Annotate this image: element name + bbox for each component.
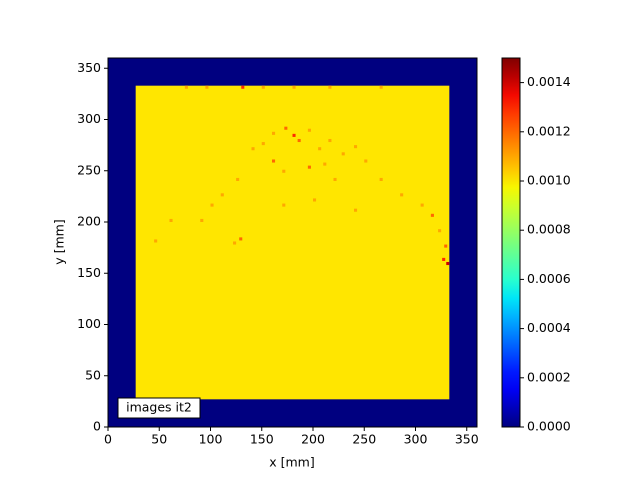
heatmap-cell <box>236 177 240 181</box>
heatmap-cell <box>261 142 265 146</box>
heatmap-cell <box>233 241 237 245</box>
y-tick-label: 300 <box>77 111 101 126</box>
heatmap-cell <box>241 85 245 89</box>
annotation-text: images it2 <box>126 400 192 415</box>
heatmap-cell <box>292 85 296 89</box>
heatmap-cell <box>430 213 434 217</box>
x-axis-label: x [mm] <box>269 455 314 470</box>
heatmap-cell <box>210 203 214 207</box>
colorbar-tick-label: 0.0014 <box>527 74 571 89</box>
heatmap-cell <box>313 198 317 202</box>
x-tick-label: 0 <box>104 432 112 447</box>
heatmap-cell <box>400 193 404 197</box>
x-tick-label: 300 <box>404 432 428 447</box>
heatmap-cell <box>328 85 332 89</box>
heatmap-cell <box>364 159 368 163</box>
x-tick-label: 150 <box>250 432 274 447</box>
heatmap-region <box>135 85 450 400</box>
heatmap-cell <box>341 152 345 156</box>
y-tick-label: 0 <box>93 419 101 434</box>
heatmap-cell <box>292 133 296 137</box>
heatmap-cell <box>184 85 188 89</box>
heatmap-cell <box>379 177 383 181</box>
y-tick-label: 150 <box>77 265 101 280</box>
y-tick-label: 200 <box>77 214 101 229</box>
heatmap-cell <box>333 177 337 181</box>
heatmap-cell <box>272 159 276 163</box>
heatmap-cell <box>442 257 446 261</box>
y-tick-label: 250 <box>77 162 101 177</box>
heatmap-cell <box>200 218 204 222</box>
heatmap-cell <box>154 239 158 243</box>
heatmap-cell <box>307 165 311 169</box>
heatmap-cell <box>307 128 311 132</box>
colorbar-tick-label: 0.0002 <box>527 369 571 384</box>
heatmap-cell <box>446 261 450 266</box>
colorbar-tick-label: 0.0008 <box>527 222 571 237</box>
heatmap-cell <box>220 193 224 197</box>
heatmap-cell <box>272 131 276 135</box>
heatmap-cell <box>282 203 286 207</box>
colorbar-tick-label: 0.0000 <box>527 419 571 434</box>
heatmap-cell <box>354 208 358 212</box>
heatmap-cell <box>323 162 327 166</box>
heatmap-cell <box>261 85 265 89</box>
y-tick-label: 100 <box>77 316 101 331</box>
heatmap-cell <box>379 85 383 89</box>
heatmap-cell <box>169 218 173 222</box>
colorbar <box>501 57 521 428</box>
x-tick-label: 100 <box>199 432 223 447</box>
x-tick-label: 200 <box>301 432 325 447</box>
heatmap-cell <box>282 169 286 173</box>
colorbar-tick-label: 0.0006 <box>527 271 571 286</box>
annotation-box <box>117 397 201 419</box>
heatmap-cell <box>354 145 358 149</box>
heatmap-cell <box>318 147 322 151</box>
heatmap-cell <box>284 126 288 130</box>
axes-frame <box>107 57 478 428</box>
heatmap-cell <box>438 229 442 233</box>
heatmap-cell <box>205 85 209 89</box>
x-tick-label: 250 <box>352 432 376 447</box>
annotation: images it2 <box>117 397 201 419</box>
y-axis-label: y [mm] <box>52 219 67 264</box>
heatmap-cell <box>420 203 424 207</box>
y-tick-label: 50 <box>85 367 101 382</box>
colorbar-tick-label: 0.0012 <box>527 123 571 138</box>
heatmap-cell <box>239 237 243 241</box>
x-tick-label: 50 <box>151 432 167 447</box>
heatmap-cell <box>297 138 301 143</box>
heatmap-cell <box>328 138 332 143</box>
x-tick-label: 350 <box>455 432 479 447</box>
colorbar-tick-label: 0.0004 <box>527 320 571 335</box>
heatmap-cell <box>444 244 448 248</box>
colorbar-tick-label: 0.0010 <box>527 173 571 188</box>
y-tick-label: 350 <box>77 60 101 75</box>
heatmap-cell <box>251 147 255 151</box>
